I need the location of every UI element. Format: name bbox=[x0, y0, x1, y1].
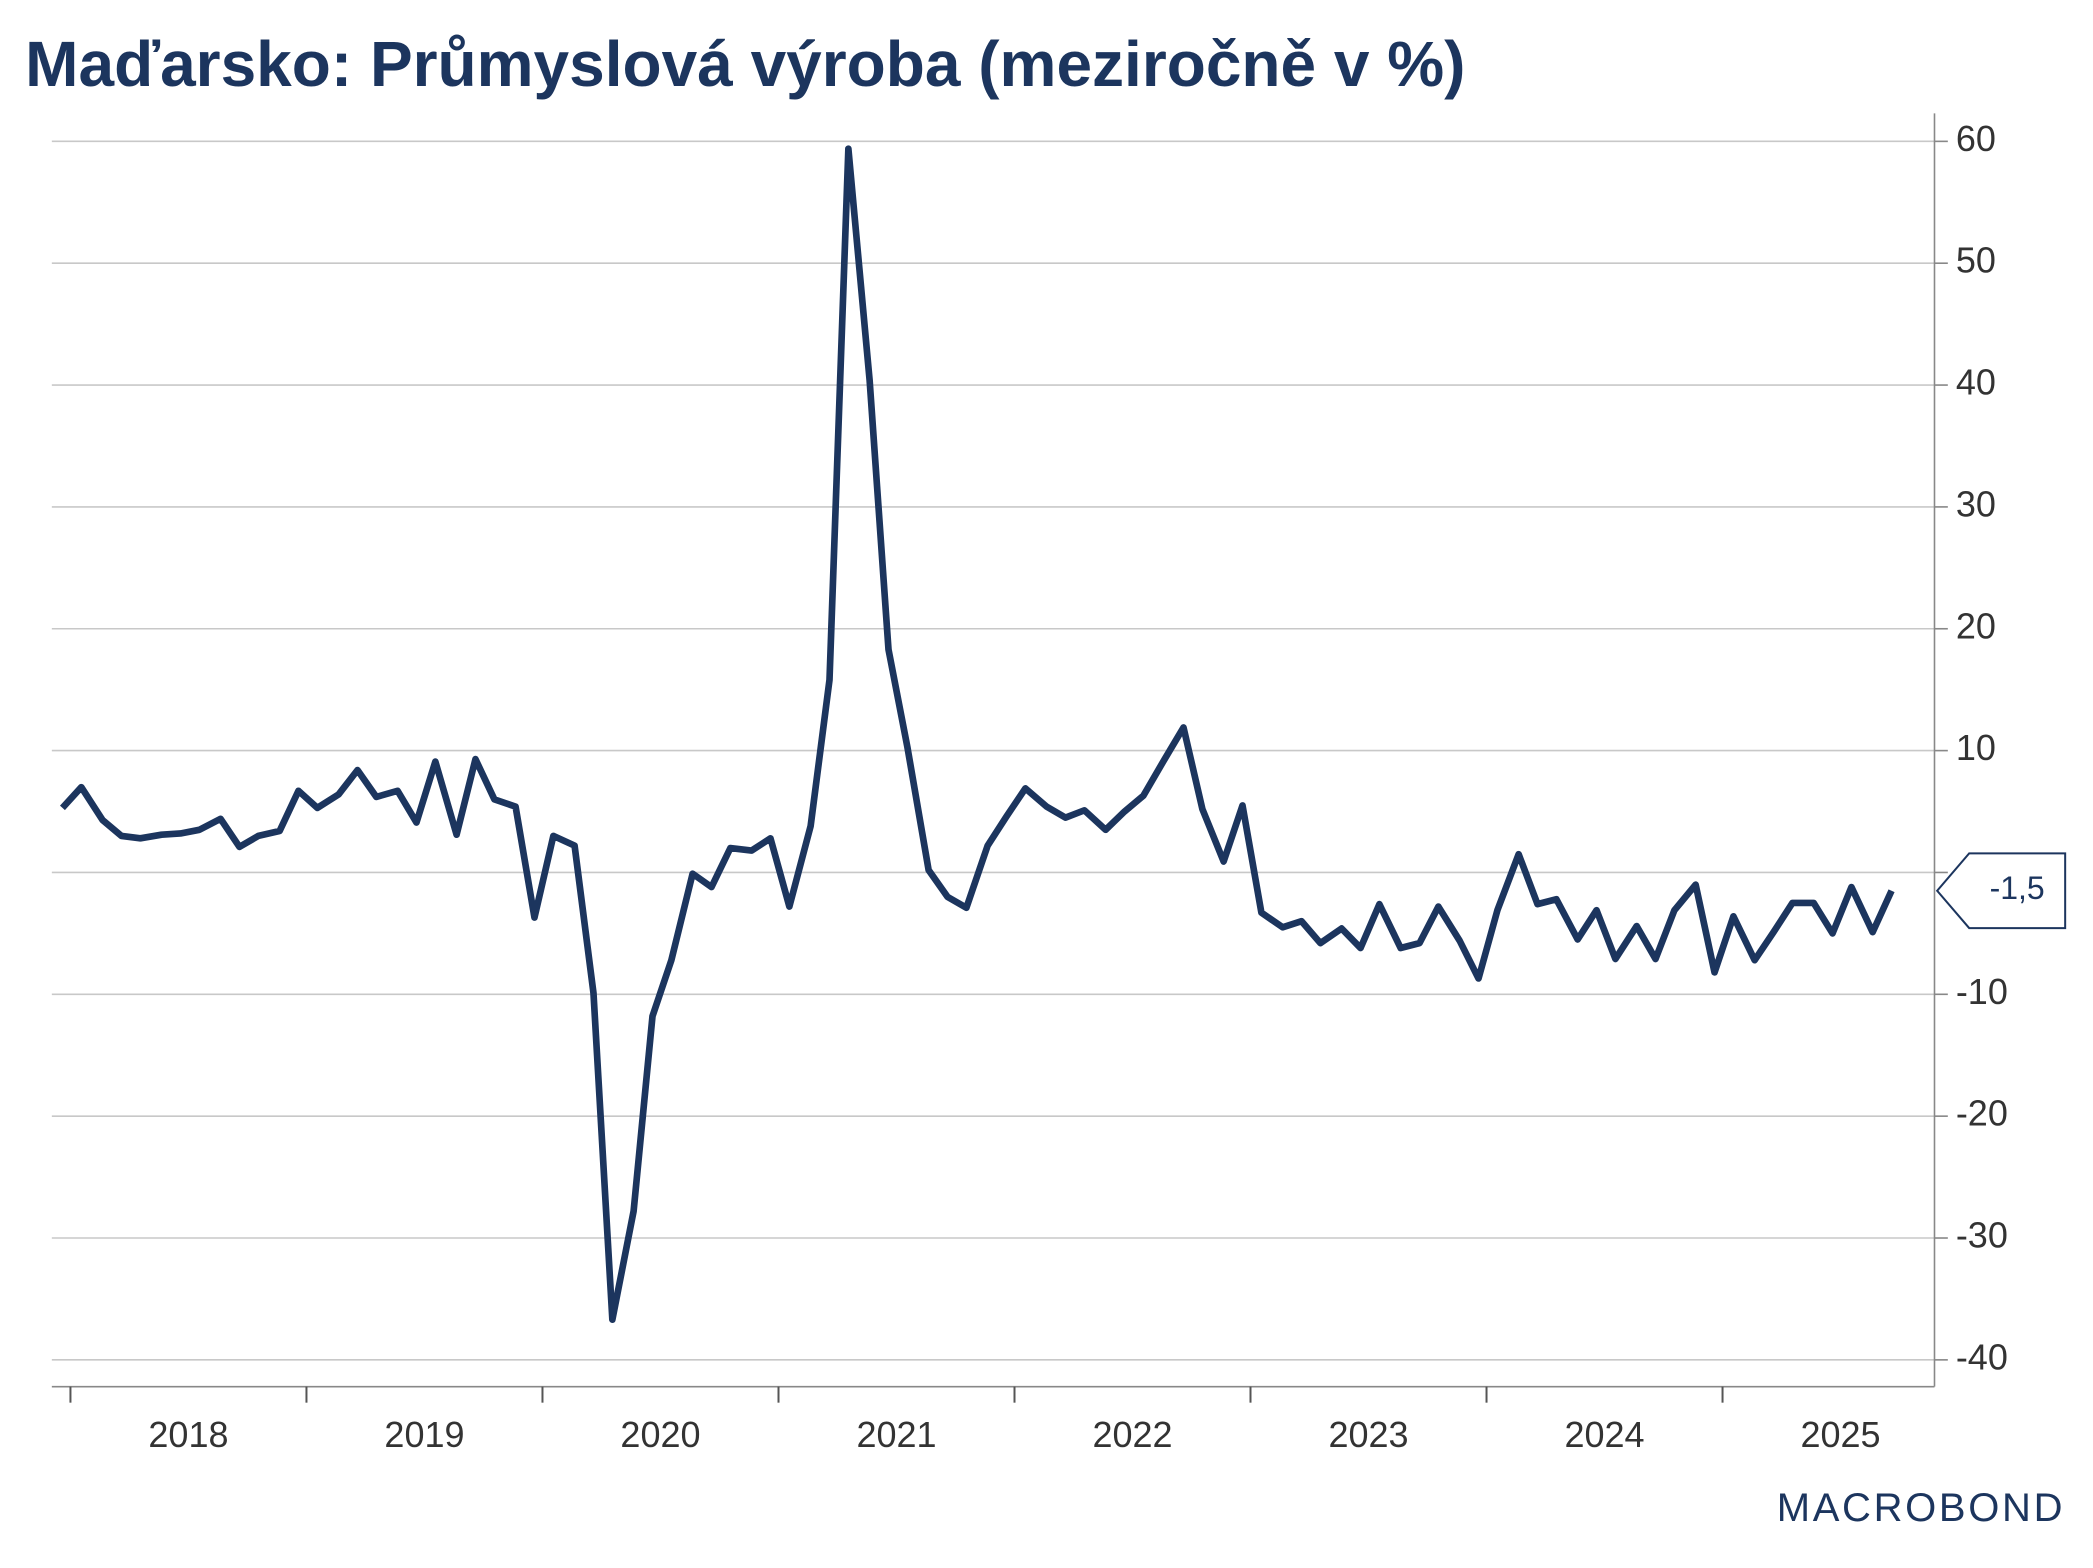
y-tick-label: 10 bbox=[1956, 727, 1996, 768]
value-label: -1,5 bbox=[1990, 870, 2045, 906]
x-tick-label: 2019 bbox=[384, 1414, 464, 1455]
y-tick-label: 20 bbox=[1956, 605, 1996, 646]
value-label-box bbox=[1935, 852, 2067, 930]
x-tick-label: 2025 bbox=[1800, 1414, 1880, 1455]
x-tick-label: 2018 bbox=[148, 1414, 228, 1455]
y-tick-label: -30 bbox=[1956, 1215, 2008, 1256]
data-line bbox=[59, 145, 1895, 1323]
x-tick-label: 2024 bbox=[1564, 1414, 1644, 1455]
y-tick-label: 60 bbox=[1956, 118, 1996, 159]
y-tick-label: 40 bbox=[1956, 362, 1996, 403]
x-tick-label: 2021 bbox=[856, 1414, 936, 1455]
x-tick-label: 2022 bbox=[1092, 1414, 1172, 1455]
y-tick-label: -20 bbox=[1956, 1093, 2008, 1134]
x-tick-label: 2020 bbox=[620, 1414, 700, 1455]
y-tick-label: -40 bbox=[1956, 1336, 2008, 1377]
chart-title: Maďarsko: Průmyslová výroba (meziročně v… bbox=[25, 28, 1465, 100]
y-tick-label: 50 bbox=[1956, 240, 1996, 281]
y-tick-label: 30 bbox=[1956, 483, 1996, 524]
y-tick-label: -10 bbox=[1956, 971, 2008, 1012]
x-tick-label: 2023 bbox=[1328, 1414, 1408, 1455]
source-logo: MACROBOND bbox=[1777, 1486, 2065, 1530]
